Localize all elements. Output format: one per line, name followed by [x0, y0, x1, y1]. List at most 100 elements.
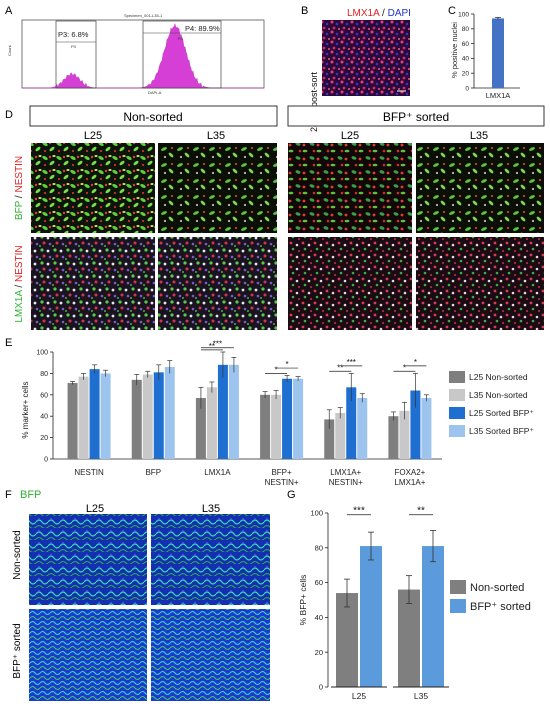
e-significance-label: * [403, 363, 406, 372]
panel-f-col-l25: L25 [86, 503, 104, 515]
e-bar [206, 387, 217, 459]
e-y-tick-label: 100 [36, 349, 48, 356]
e-bar [335, 412, 346, 459]
e-x-tick-label: NESTIN [74, 468, 104, 477]
e-bar [131, 379, 142, 459]
c-y-tick-label: 20 [462, 70, 470, 77]
e-significance-label: *** [213, 340, 222, 349]
col-label-sorted-l25: L25 [341, 130, 359, 142]
row-label-nestin-2: NESTIN [14, 245, 25, 282]
micrograph-f-nonsorted-l25 [29, 514, 147, 605]
e-x-tick-label: NESTIN+ [329, 478, 363, 487]
panel-b-title: LMX1A / DAPI [347, 8, 411, 19]
c-y-tick-label: 80 [462, 26, 470, 33]
c-y-tick-label: 0 [465, 85, 469, 92]
g-y-tick-label: 40 [315, 613, 323, 622]
e-bar [260, 394, 271, 459]
micrograph-d-nonsorted-l35-lmx [158, 237, 277, 330]
g-x-tick-label: L35 [414, 691, 428, 701]
histogram-curve [22, 22, 264, 89]
e-bar [357, 398, 368, 459]
col-label-nonsorted-l35: L35 [207, 130, 225, 142]
panel-label-c: C [448, 5, 456, 17]
e-bar [67, 383, 78, 459]
micrograph-d-sorted-l35-bfp [416, 143, 544, 233]
panel-f-title-bfp: BFP [20, 489, 41, 501]
c-y-axis-label: % positive nuclei [450, 22, 459, 78]
e-legend-swatch [449, 407, 465, 419]
panel-label-e: E [5, 337, 12, 349]
e-significance-label: ** [337, 363, 343, 372]
panel-b-title-sep: / [379, 8, 387, 19]
g-y-tick-label: 60 [315, 578, 323, 587]
group-header-sorted [287, 105, 545, 127]
e-legend-label: L35 Non-sorted [469, 390, 528, 400]
e-y-tick-label: 80 [40, 371, 48, 378]
gate-p4 [142, 20, 222, 89]
c-y-tick-label: 40 [462, 56, 470, 63]
group-header-sorted-label: BFP⁺ sorted [383, 110, 449, 124]
c-y-tick-label: 60 [462, 41, 470, 48]
e-significance-label: * [286, 360, 289, 369]
c-x-tick-label: LMX1A [486, 91, 511, 100]
g-y-tick-label: 20 [315, 648, 323, 657]
e-bar [89, 369, 100, 459]
g-y-tick-label: 100 [310, 509, 323, 518]
gate-p4-label: P4: 89.9% [185, 24, 220, 33]
e-bar [100, 373, 111, 459]
g-legend-swatch [450, 580, 466, 594]
row-label-lmx1a-nestin: LMX1A / NESTIN [14, 245, 25, 322]
g-bar [360, 546, 382, 687]
micrograph-f-nonsorted-l35 [151, 514, 270, 605]
e-y-tick-label: 40 [40, 414, 48, 421]
row-label-sep-2: / [14, 282, 25, 290]
chart-g: 0 20 40 60 80 100 % BFP+ cells L25 *** L35 ** Non-s… [298, 506, 531, 701]
e-bar [293, 378, 304, 459]
e-x-tick-label: LMX1A+ [394, 478, 425, 487]
micrograph-d-nonsorted-l25-bfp [31, 143, 155, 233]
row-label-nestin-1: NESTIN [14, 156, 25, 193]
micrograph-d-nonsorted-l25-lmx [31, 237, 155, 330]
e-bar [78, 376, 89, 459]
chart-e: 0 20 40 60 80 100 % marker+ cells NESTIN BFP LMX1… [21, 340, 534, 487]
e-significance-label: * [414, 358, 417, 367]
e-legend-swatch [449, 389, 465, 401]
panel-label-g: G [287, 489, 296, 501]
e-bar [421, 398, 432, 459]
histogram-title: Specimen_001-L35-1 [124, 13, 163, 18]
g-x-tick-label: L25 [352, 691, 366, 701]
micrograph-d-sorted-l25-lmx [288, 237, 412, 330]
e-bar [217, 364, 228, 459]
g-bar [398, 589, 420, 687]
e-significance-label: * [275, 365, 278, 374]
row-label-lmx1a: LMX1A [14, 290, 25, 323]
panel-label-a: A [5, 5, 13, 17]
e-legend-label: L35 Sorted BFP⁺ [469, 426, 534, 436]
e-y-axis-label: % marker+ cells [21, 381, 30, 438]
col-label-sorted-l35: L35 [470, 130, 488, 142]
micrograph-lmx1a-dapi [322, 20, 410, 96]
e-bar [410, 390, 421, 459]
gate-p4-short: P4 [178, 36, 184, 41]
panel-f-col-l35: L35 [202, 503, 220, 515]
e-x-tick-label: LMX1A [204, 468, 231, 477]
e-bar [388, 416, 399, 459]
micrograph-d-nonsorted-l35-bfp [158, 143, 277, 233]
e-bar [228, 364, 239, 459]
c-bar-lmx1a [492, 18, 504, 88]
g-y-axis-label: % BFP+ cells [298, 575, 308, 626]
e-significance-label: ** [209, 342, 215, 351]
row-label-sep-1: / [14, 193, 25, 201]
panel-label-d: D [5, 109, 13, 121]
e-legend-swatch [449, 425, 465, 437]
g-y-tick-label: 0 [319, 683, 323, 692]
panel-b-title-dapi: DAPI [388, 8, 411, 19]
histogram-xlabel: DAPI-A [148, 90, 162, 95]
g-legend-label: BFP⁺ sorted [470, 601, 531, 613]
group-header-nonsorted-label: Non-sorted [123, 110, 182, 124]
c-y-tick-label: 100 [458, 11, 469, 18]
micrograph-d-sorted-l35-lmx [416, 237, 544, 330]
flow-histogram: Specimen_001-L35-1 Count DAPI-A P3: 6.8%… [7, 13, 265, 95]
panel-f-row-nonsorted: Non-sorted [12, 530, 23, 579]
